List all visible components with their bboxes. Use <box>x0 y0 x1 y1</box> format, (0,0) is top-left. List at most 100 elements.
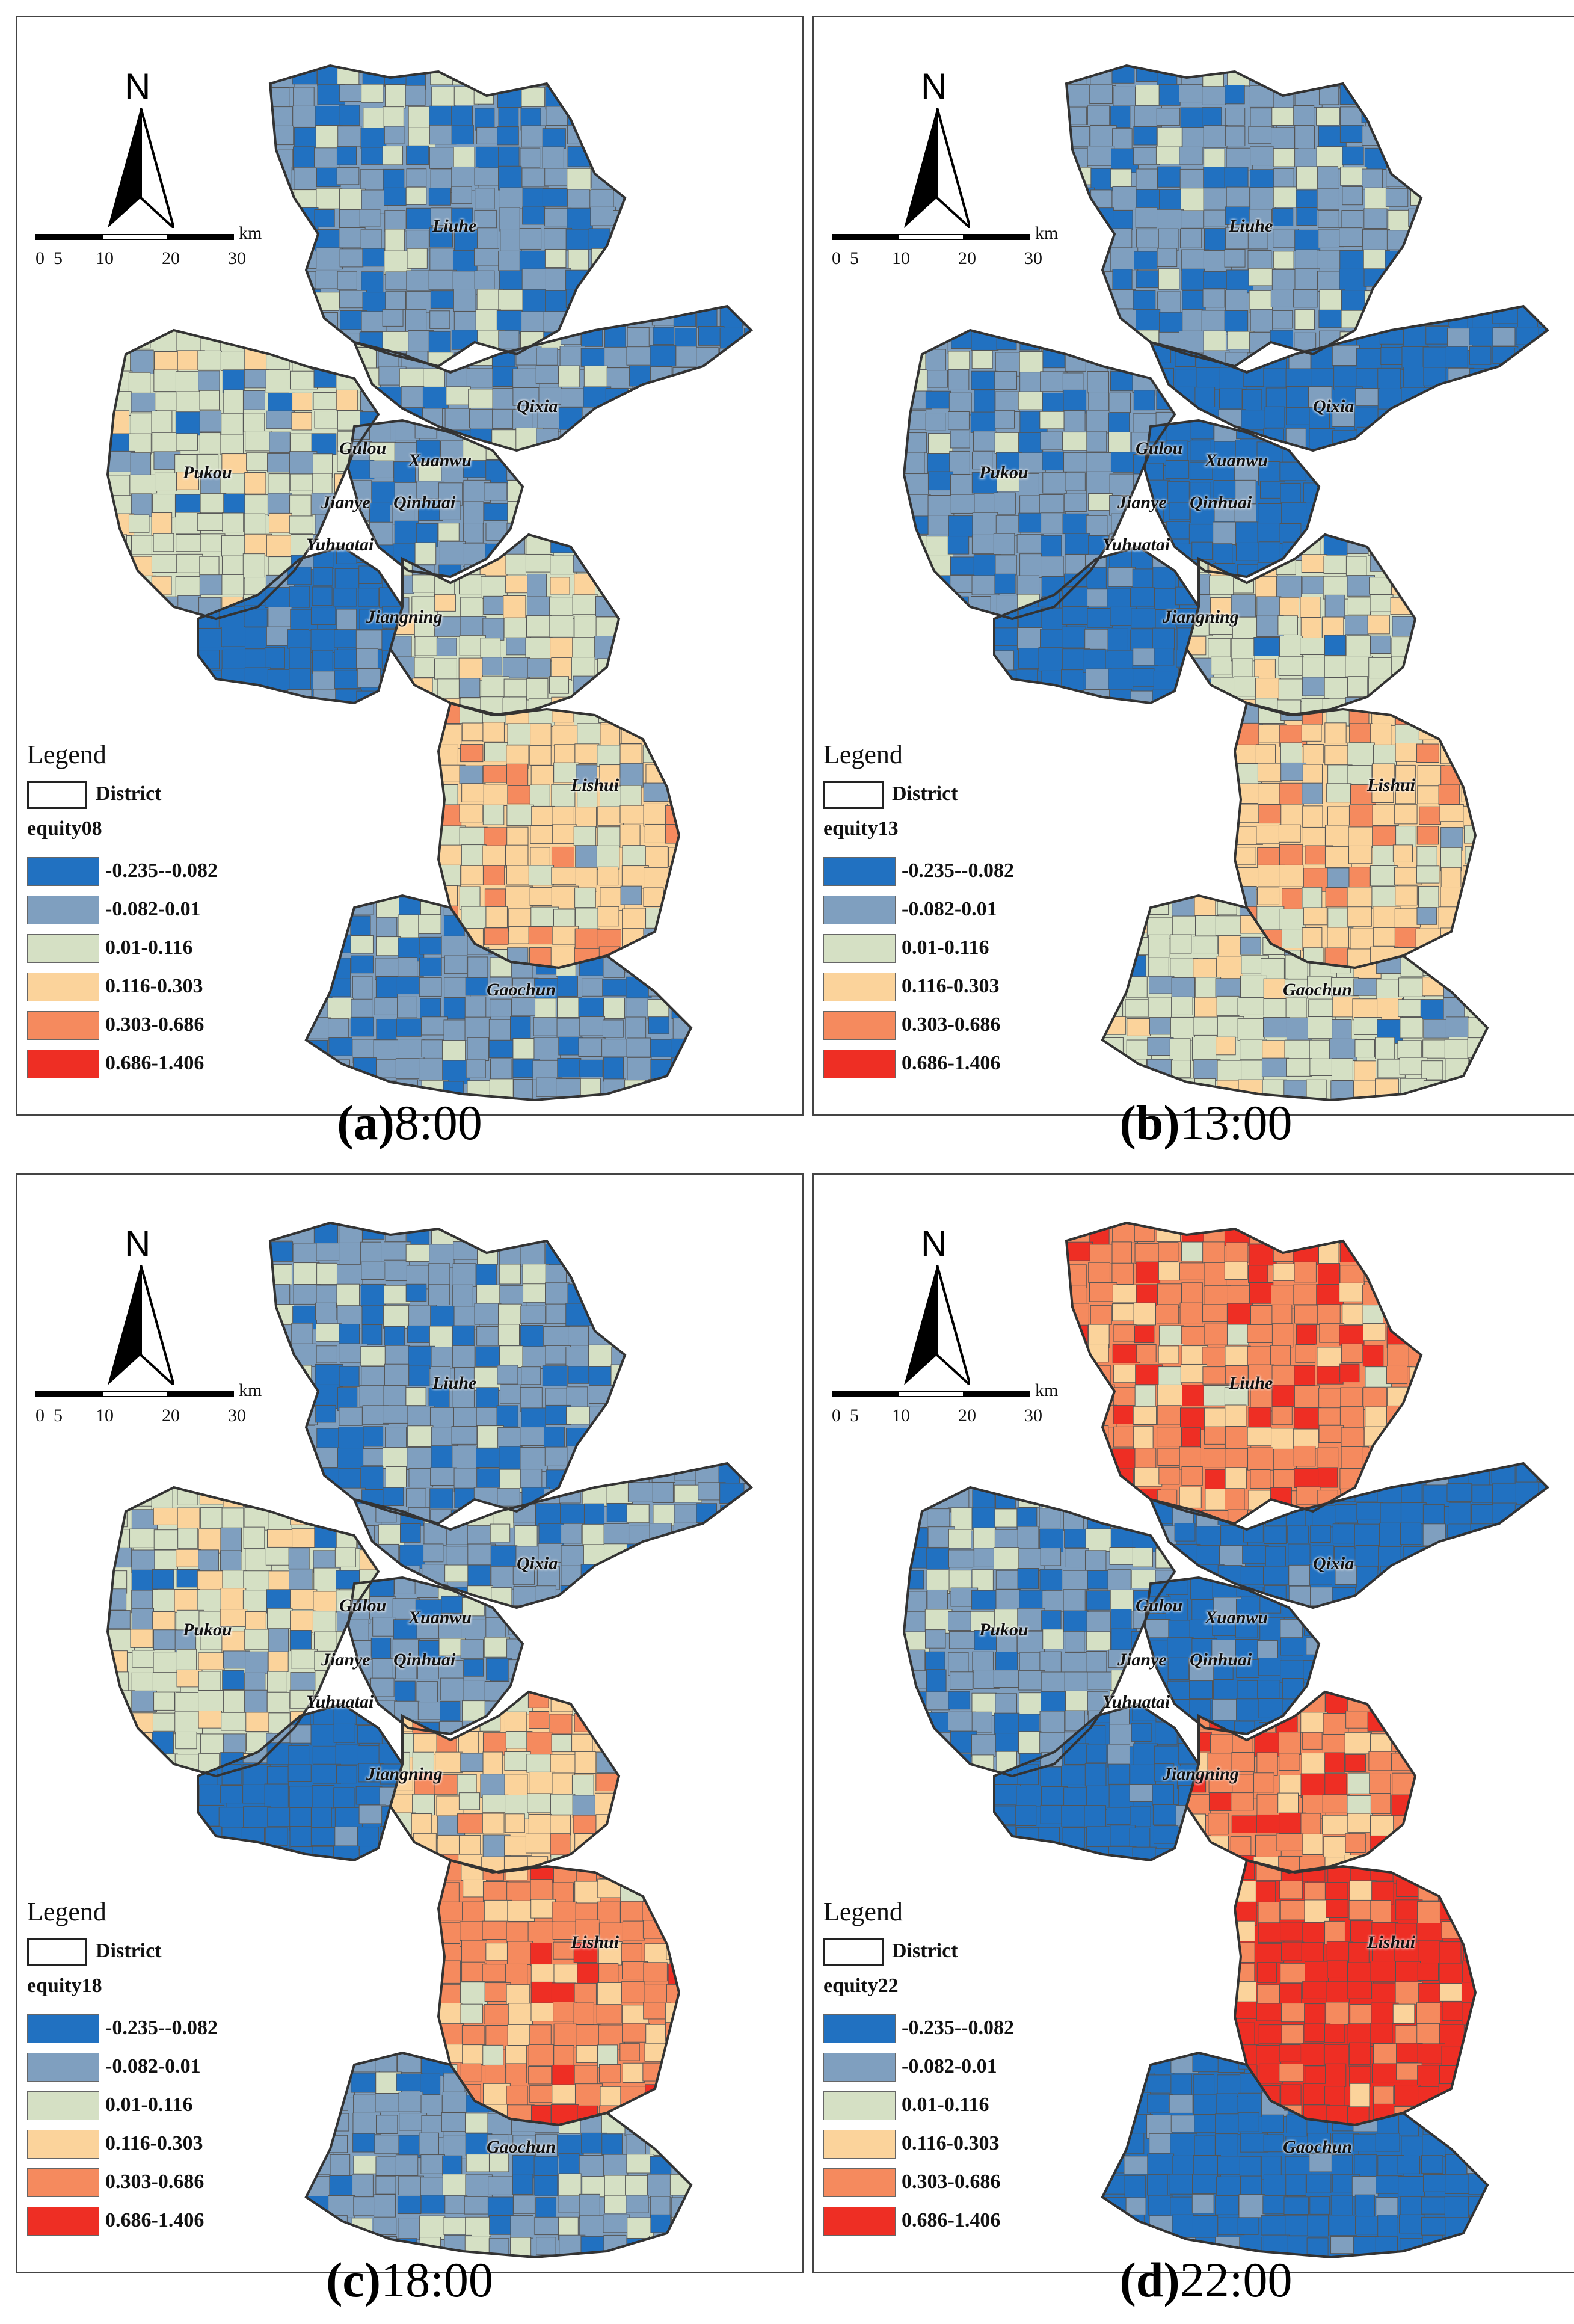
admin-unit <box>1309 1039 1333 1060</box>
admin-unit <box>740 1584 751 1603</box>
admin-unit <box>243 1848 271 1860</box>
admin-unit <box>428 331 451 355</box>
admin-unit <box>1278 678 1306 702</box>
admin-unit <box>993 1670 1021 1688</box>
admin-unit <box>1208 1813 1229 1835</box>
admin-unit <box>1063 452 1090 472</box>
admin-unit <box>1281 1941 1305 1961</box>
admin-unit <box>624 955 653 973</box>
admin-unit <box>504 1774 528 1797</box>
admin-unit <box>529 2024 552 2047</box>
admin-unit <box>1294 125 1315 150</box>
legend-item: -0.235--0.082 <box>823 857 1064 887</box>
admin-unit <box>556 997 582 1018</box>
admin-unit <box>525 553 553 573</box>
admin-unit <box>1516 1545 1537 1564</box>
admin-unit <box>1309 407 1330 431</box>
district-boundary <box>437 701 681 970</box>
admin-unit <box>1063 1610 1089 1632</box>
admin-unit <box>338 1427 364 1451</box>
admin-unit <box>1193 2094 1217 2116</box>
admin-unit <box>271 66 295 88</box>
admin-unit <box>1136 309 1161 331</box>
admin-unit <box>1350 2003 1375 2026</box>
admin-unit <box>1042 451 1065 471</box>
admin-unit <box>1216 956 1243 980</box>
admin-unit <box>649 428 671 450</box>
admin-unit <box>574 2065 598 2087</box>
admin-unit <box>1064 493 1087 512</box>
admin-unit <box>1066 1467 1093 1490</box>
admin-unit <box>1386 147 1413 170</box>
district-label-yuhuatai: Yuhuatai <box>306 535 374 555</box>
admin-unit <box>520 1305 546 1324</box>
admin-unit <box>382 331 410 352</box>
admin-unit <box>267 493 292 517</box>
admin-unit <box>1063 389 1087 414</box>
district-boundary <box>1148 304 1550 452</box>
admin-unit <box>1302 805 1323 828</box>
admin-unit <box>452 1284 473 1308</box>
admin-unit <box>496 1405 518 1427</box>
admin-unit <box>1112 269 1133 294</box>
admin-unit <box>1323 1713 1349 1738</box>
admin-unit <box>1280 1637 1304 1656</box>
admin-unit <box>482 804 505 825</box>
admin-unit <box>384 187 407 206</box>
admin-unit <box>1066 310 1089 335</box>
admin-unit <box>1135 207 1158 229</box>
admin-unit <box>1305 462 1319 481</box>
admin-unit <box>1104 2133 1126 2157</box>
admin-unit <box>1492 1525 1516 1545</box>
admin-unit <box>131 1549 156 1573</box>
admin-unit <box>460 1921 485 1941</box>
admin-unit <box>335 1744 360 1765</box>
admin-unit <box>1514 409 1541 431</box>
admin-unit <box>350 915 371 938</box>
admin-unit <box>1090 1487 1114 1510</box>
admin-unit <box>1086 1487 1110 1510</box>
admin-unit <box>630 406 651 429</box>
admin-unit <box>1280 762 1307 781</box>
admin-unit <box>420 2073 441 2095</box>
admin-unit <box>310 629 338 653</box>
admin-unit <box>1158 1242 1179 1262</box>
admin-unit <box>1216 2093 1238 2115</box>
admin-unit <box>510 2237 532 2257</box>
admin-unit <box>1196 1545 1220 1566</box>
admin-unit <box>1407 105 1421 130</box>
admin-unit <box>1417 2043 1445 2064</box>
district-label-xuanwu: Xuanwu <box>408 1608 472 1628</box>
admin-unit <box>591 1264 611 1284</box>
admin-unit <box>1216 2176 1244 2196</box>
admin-unit <box>1202 289 1225 308</box>
admin-unit <box>316 188 343 209</box>
admin-unit <box>361 1261 385 1280</box>
admin-unit <box>451 124 474 145</box>
admin-unit <box>429 1326 452 1348</box>
admin-unit <box>971 1711 992 1733</box>
admin-unit <box>598 1963 619 1984</box>
admin-unit <box>316 1428 340 1451</box>
admin-unit <box>463 460 487 478</box>
admin-unit <box>949 450 970 475</box>
admin-unit <box>1182 290 1206 311</box>
admin-unit <box>538 1604 564 1608</box>
admin-unit <box>1155 146 1182 165</box>
scale-tick-label: 20 <box>958 248 976 268</box>
admin-unit <box>1362 1284 1385 1306</box>
caption-letter: (b) <box>1119 1095 1180 1150</box>
admin-unit <box>1403 325 1428 349</box>
admin-unit <box>621 947 647 966</box>
admin-unit <box>1213 521 1239 546</box>
district-label-gulou: Gulou <box>1136 1596 1183 1615</box>
admin-unit <box>1237 997 1264 1015</box>
admin-unit <box>1239 2156 1261 2179</box>
admin-unit <box>521 168 550 188</box>
admin-unit <box>1247 229 1268 250</box>
admin-unit <box>419 936 442 955</box>
admin-unit <box>1204 1448 1228 1468</box>
admin-unit <box>1157 1283 1182 1308</box>
admin-unit <box>476 1387 499 1408</box>
admin-unit <box>1258 1901 1280 1926</box>
